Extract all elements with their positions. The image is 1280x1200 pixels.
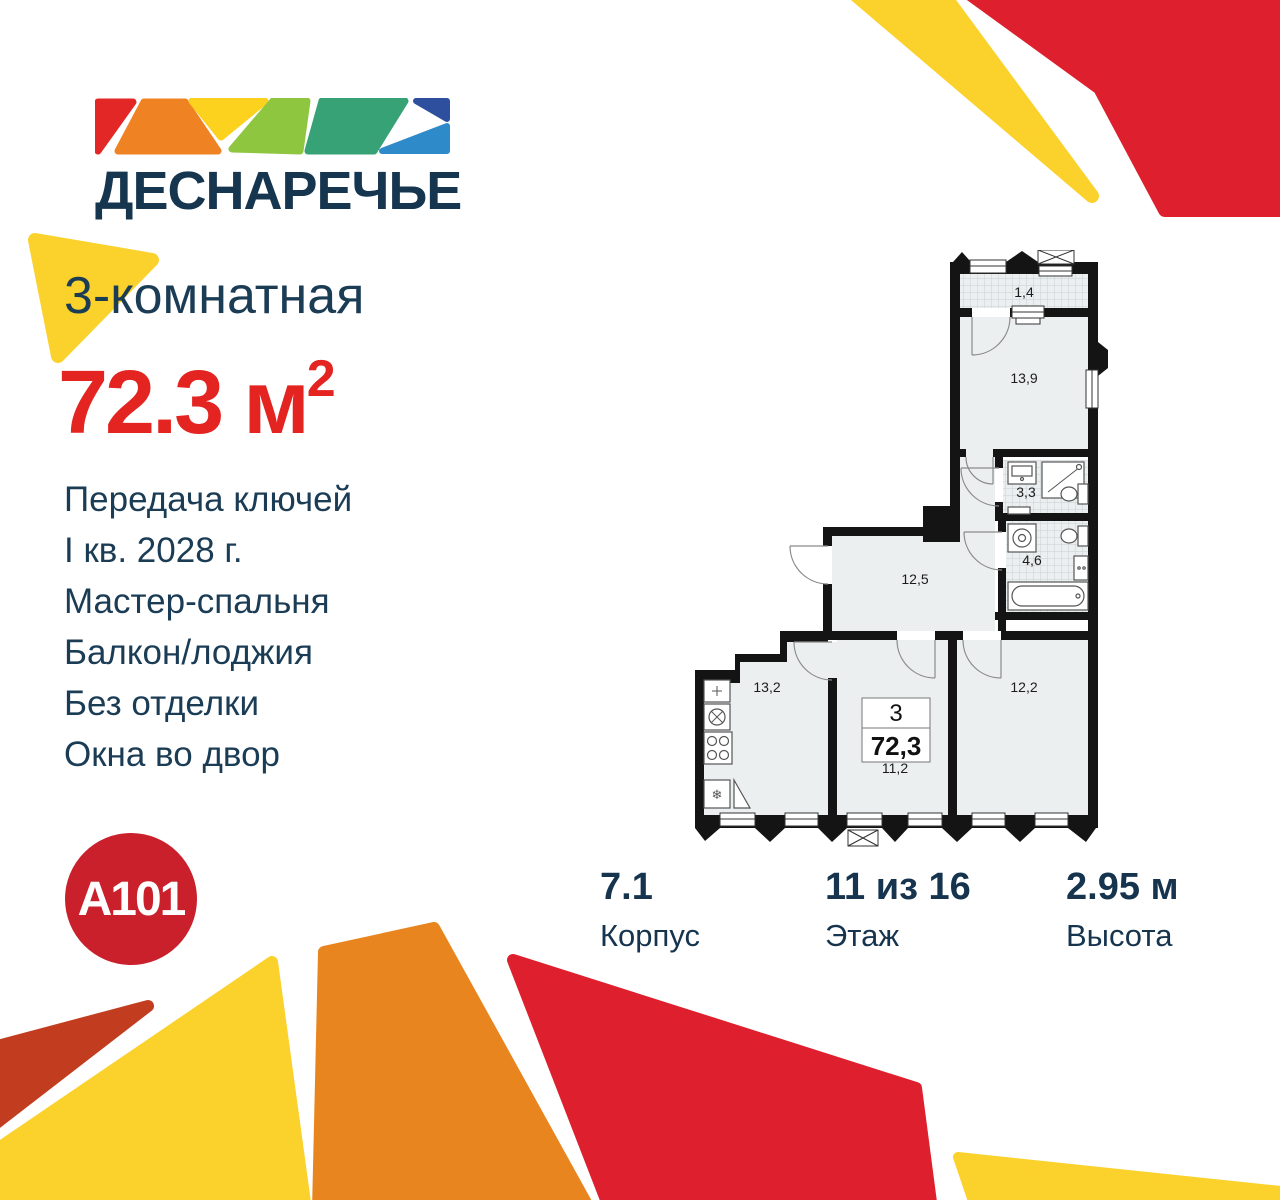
feature-line: Без отделки	[64, 684, 260, 723]
stat-ceiling-height-value: 2.95 м	[1066, 866, 1179, 908]
logo-shape-yellow	[188, 98, 269, 141]
headline-yellow-triangle	[28, 233, 159, 363]
developer-logo-text: A101	[77, 872, 187, 926]
brand-logo: ДЕСНАРЕЧЬЕ	[95, 98, 462, 222]
logo-shape-blue-light	[379, 123, 450, 154]
plan-rooms-count: 3	[889, 700, 902, 727]
deco-top-yellow-wedge	[850, 0, 1099, 203]
label-bedroom: 13,9	[1010, 370, 1037, 386]
feature-line: I кв. 2028 г.	[64, 531, 243, 570]
feature-list: Передача ключей I кв. 2028 г. Мастер-спа…	[64, 474, 352, 780]
area-value: 72.3 м2	[58, 350, 336, 455]
label-hallway: 12,5	[901, 571, 928, 587]
plan-labels: 1,4 13,9 3,3 4,6 12,5 13,2 11,2 12,2 3 7…	[753, 284, 1042, 776]
deco-bottom-yellow-triangle	[0, 956, 311, 1200]
stat-building-value: 7.1	[600, 866, 653, 908]
plan-fixtures: ❄	[703, 461, 1089, 809]
deco-brick-wedge	[0, 1000, 154, 1128]
area-superscript: 2	[306, 350, 336, 408]
plan-info-box	[861, 727, 931, 763]
deco-bottom-orange-shape	[312, 922, 592, 1200]
logo-shape-blue-dark	[413, 98, 450, 122]
corner-cabinet-icon	[733, 777, 752, 809]
plan-windows	[719, 250, 1099, 847]
plan-total-area: 72,3	[871, 731, 922, 761]
feature-line: Окна во двор	[64, 735, 280, 774]
brand-wordmark: ДЕСНАРЕЧЬЕ	[95, 161, 462, 221]
deco-bottom-right-yellow-wedge	[953, 1152, 1280, 1200]
deco-top-red-polygon	[966, 0, 1280, 217]
feature-line: Балкон/лоджия	[64, 633, 313, 672]
stat-building-label: Корпус	[600, 918, 700, 953]
developer-logo-a101: A101	[65, 833, 197, 965]
label-kitchen: 13,2	[753, 679, 780, 695]
kitchen-sink-icon	[703, 703, 731, 731]
logo-shape-red	[95, 98, 137, 155]
feature-line: Мастер-спальня	[64, 582, 330, 621]
plan-info-box	[861, 697, 931, 729]
toilet-icon	[1077, 525, 1089, 547]
label-room-mid: 11,2	[882, 760, 908, 776]
stat-floor: 11 из 16 Этаж	[825, 866, 971, 954]
rooms-title: 3-комнатная	[64, 267, 365, 325]
sink-icon	[1073, 555, 1089, 581]
stove-icon	[703, 731, 733, 765]
feature-line: Передача ключей	[64, 480, 353, 519]
label-bathroom-big: 4,6	[1022, 552, 1042, 568]
logo-shape-green	[228, 98, 311, 155]
plan-doors	[789, 316, 1011, 681]
toilet-icon	[1077, 483, 1089, 505]
stat-ceiling-height-label: Высота	[1066, 918, 1173, 953]
label-balcony: 1,4	[1014, 284, 1034, 300]
area-number: 72.3	[58, 353, 224, 453]
label-room-right: 12,2	[1010, 679, 1037, 695]
stat-floor-label: Этаж	[825, 918, 900, 953]
floor-plan: ❄ 1,4 13,9 3,3 4,6 12,5 13,2 11,2 12,2 3…	[695, 250, 1108, 847]
deco-bottom-red-triangle	[507, 954, 937, 1200]
stat-floor-value: 11 из 16	[825, 866, 971, 908]
fridge-icon	[703, 779, 731, 809]
area-unit: м	[243, 353, 310, 453]
logo-shape-teal	[304, 98, 409, 155]
label-bathroom-small: 3,3	[1016, 484, 1036, 500]
brand-logo-mosaic-icon	[95, 98, 450, 155]
logo-shape-orange	[114, 98, 222, 155]
stat-ceiling-height: 2.95 м Высота	[1066, 866, 1179, 954]
snowflake-icon: ❄	[712, 787, 723, 802]
stat-building: 7.1 Корпус	[600, 866, 700, 954]
